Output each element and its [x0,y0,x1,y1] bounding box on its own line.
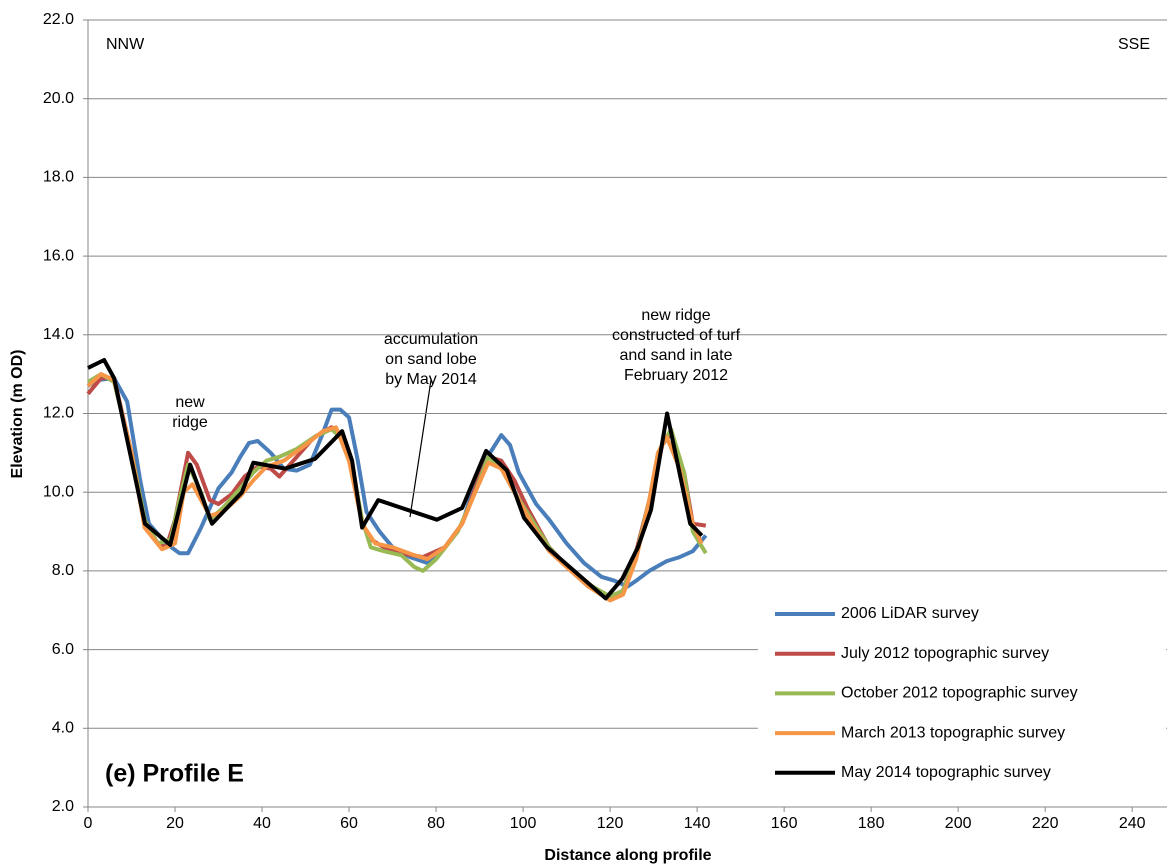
annotation: new ridge [641,307,710,324]
legend-label: July 2012 topographic survey [841,645,1049,662]
x-tick-label: 20 [166,815,184,832]
x-tick-label: 180 [858,815,885,832]
series-line [86,376,708,589]
x-tick-label: 80 [427,815,445,832]
y-tick-label: 12.0 [43,405,74,422]
y-tick-label: 16.0 [43,247,74,264]
legend-box [758,597,1166,803]
x-tick-label: 160 [771,815,798,832]
x-tick-label: 0 [84,815,93,832]
annotation: February 2012 [624,367,728,384]
annotation: constructed of turf [612,327,741,344]
annotation: and sand in late [620,347,733,364]
annotation: new [175,394,205,411]
series-line [87,358,704,601]
x-tick-label: 60 [340,815,358,832]
x-tick-label: 40 [253,815,271,832]
legend-label: May 2014 topographic survey [841,764,1051,781]
annotation: accumulation [384,331,478,348]
y-tick-label: 4.0 [52,720,74,737]
x-tick-label: 140 [684,815,711,832]
annotation: NNW [106,36,145,53]
y-tick-label: 20.0 [43,90,74,107]
y-tick-label: 6.0 [52,641,74,658]
annotation: ridge [172,414,208,431]
x-tick-label: 100 [510,815,537,832]
y-tick-label: 10.0 [43,483,74,500]
legend-label: October 2012 topographic survey [841,685,1078,702]
annotation: by May 2014 [385,371,477,388]
x-tick-label: 240 [1119,815,1146,832]
y-tick-label: 2.0 [52,798,74,815]
legend-label: March 2013 topographic survey [841,724,1065,741]
y-tick-label: 8.0 [52,562,74,579]
annotation: SSE [1118,36,1150,53]
y-axis-title: Elevation (m OD) [9,350,26,479]
y-tick-label: 18.0 [43,169,74,186]
y-tick-label: 22.0 [43,11,74,28]
chart-title: (e) Profile E [105,760,244,788]
x-tick-label: 200 [945,815,972,832]
annotation-leader [409,379,432,518]
x-tick-label: 220 [1032,815,1059,832]
annotation: on sand lobe [385,351,477,368]
y-tick-label: 14.0 [43,326,74,343]
x-tick-label: 120 [597,815,624,832]
legend-label: 2006 LiDAR survey [841,605,979,622]
x-axis-title: Distance along profile [544,847,711,864]
